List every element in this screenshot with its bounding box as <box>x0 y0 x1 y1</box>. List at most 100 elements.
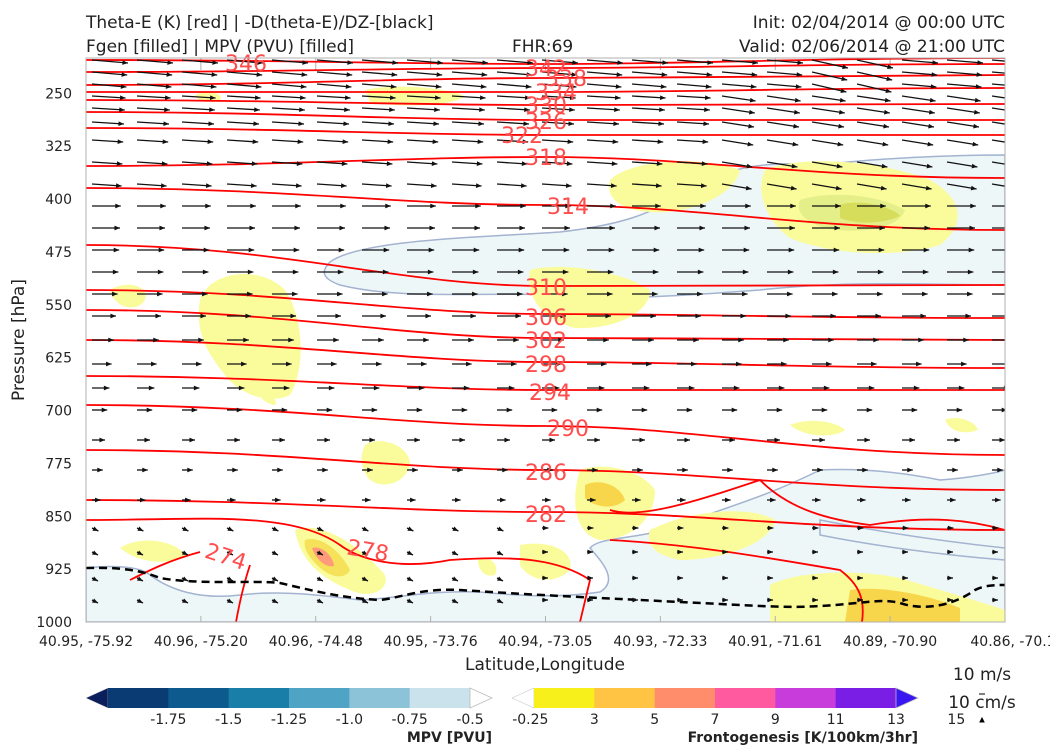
wind-vector-head <box>382 269 389 275</box>
wind-vector-head <box>525 84 532 89</box>
wind-vector-head <box>421 361 427 367</box>
wind-vector-head <box>182 576 188 581</box>
wind-vector <box>406 59 444 64</box>
wind-vector-head <box>913 385 920 391</box>
wind-vector-head <box>871 361 877 367</box>
wind-vector-head <box>272 598 278 603</box>
wind-vector-head <box>497 526 504 531</box>
wind-vector-head <box>209 107 215 112</box>
wind-vector-head <box>976 72 983 77</box>
wind-vector-head <box>918 337 924 343</box>
fgen-region <box>648 511 775 560</box>
y-tick-label: 475 <box>45 245 72 261</box>
wind-vector-head <box>480 84 487 89</box>
wind-vector-head <box>428 247 435 253</box>
wind-vector-head <box>254 95 261 101</box>
wind-vector-head <box>971 163 978 169</box>
colorbar-tick-label: 7 <box>711 712 720 728</box>
wind-vector-head <box>832 291 838 297</box>
wind-vector <box>676 59 714 64</box>
wind-vector <box>766 59 804 64</box>
wind-vector-head <box>922 269 929 275</box>
y-tick-label: 775 <box>45 456 72 472</box>
wind-vector-head <box>655 203 661 209</box>
wind-vector-head <box>902 549 908 555</box>
wind-vector-head <box>702 139 709 144</box>
colorbar-swatch <box>835 688 897 708</box>
wind-vector-head <box>475 203 481 209</box>
wind-vector-head <box>545 497 551 503</box>
wind-vector <box>991 71 1005 74</box>
wind-vector-head <box>523 121 529 126</box>
wind-vector-head <box>570 84 577 89</box>
wind-vector-head <box>407 598 413 603</box>
wind-vector-head <box>992 525 999 531</box>
wind-vector-head <box>167 60 173 65</box>
wind-vector-head <box>162 139 169 144</box>
wind-vector-head <box>549 437 555 443</box>
wind-vector-head <box>952 467 958 473</box>
wind-vector-head <box>930 84 937 89</box>
wind-vector-head <box>866 407 873 413</box>
wind-vector-head <box>115 183 122 188</box>
wind-vector-head <box>340 183 347 188</box>
wind-vector-head <box>615 84 622 89</box>
vector-scale-ms: 10 m/s <box>953 665 1011 685</box>
wind-vector-head <box>974 97 981 103</box>
wind-vector-head <box>324 437 330 443</box>
wind-vector-head <box>926 163 933 169</box>
wind-vector-head <box>834 225 840 231</box>
wind-vector-head <box>114 225 120 231</box>
wind-vector-head <box>772 467 778 473</box>
wind-vector-head <box>1021 72 1027 77</box>
wind-vector-head <box>947 549 953 555</box>
wind-vector-head <box>241 361 247 367</box>
wind-vector-head <box>431 161 438 166</box>
wind-vector-head <box>302 60 308 65</box>
wind-vector-head <box>826 361 832 367</box>
wind-vector-head <box>513 337 519 343</box>
wind-vector-head <box>677 575 683 581</box>
wind-vector-head <box>345 84 352 89</box>
wind-vector-head <box>660 84 667 89</box>
wind-vector <box>316 95 351 99</box>
wind-vector-head <box>452 576 458 581</box>
wind-vector-head <box>742 291 748 297</box>
wind-vector-head <box>646 361 652 367</box>
wind-vector-head <box>434 95 441 101</box>
wind-vector-head <box>477 139 484 144</box>
wind-vector-head <box>193 385 200 391</box>
wind-vector <box>991 59 1005 62</box>
wind-vector-head <box>331 361 337 367</box>
wind-vector-head <box>1015 204 1021 209</box>
theta-e-contour <box>86 244 1005 287</box>
wind-vector-head <box>727 467 733 473</box>
wind-vector-head <box>118 121 124 126</box>
colorbar-tick-label: -1.75 <box>150 712 186 728</box>
wind-vector-head <box>482 60 488 65</box>
y-tick-label: 925 <box>45 562 72 578</box>
wind-vector-head <box>704 95 711 101</box>
wind-vector-head <box>607 291 613 297</box>
wind-vector-head <box>791 163 798 169</box>
wind-vector-head <box>191 407 198 413</box>
wind-vector-head <box>925 203 931 209</box>
wind-vector-head <box>272 526 279 531</box>
wind-vector-head <box>743 247 750 253</box>
wind-vector-head <box>571 72 578 77</box>
wind-vector-head <box>992 597 998 603</box>
wind-vector-head <box>878 247 885 253</box>
wind-vector-head <box>565 203 571 209</box>
wind-vector-head <box>652 269 659 275</box>
wind-vector-head <box>367 467 373 473</box>
wind-vector <box>91 71 128 76</box>
wind-vector-head <box>884 97 891 103</box>
wind-vector-head <box>562 291 568 297</box>
wind-vector-head <box>227 526 234 531</box>
wind-vector-head <box>432 139 439 144</box>
x-tick-label: 40.96, -75.20 <box>154 634 248 650</box>
wind-vector-head <box>517 291 523 297</box>
theta-e-label: 326 <box>525 110 567 135</box>
wind-vector-head <box>288 337 294 343</box>
wind-vector-head <box>648 337 654 343</box>
